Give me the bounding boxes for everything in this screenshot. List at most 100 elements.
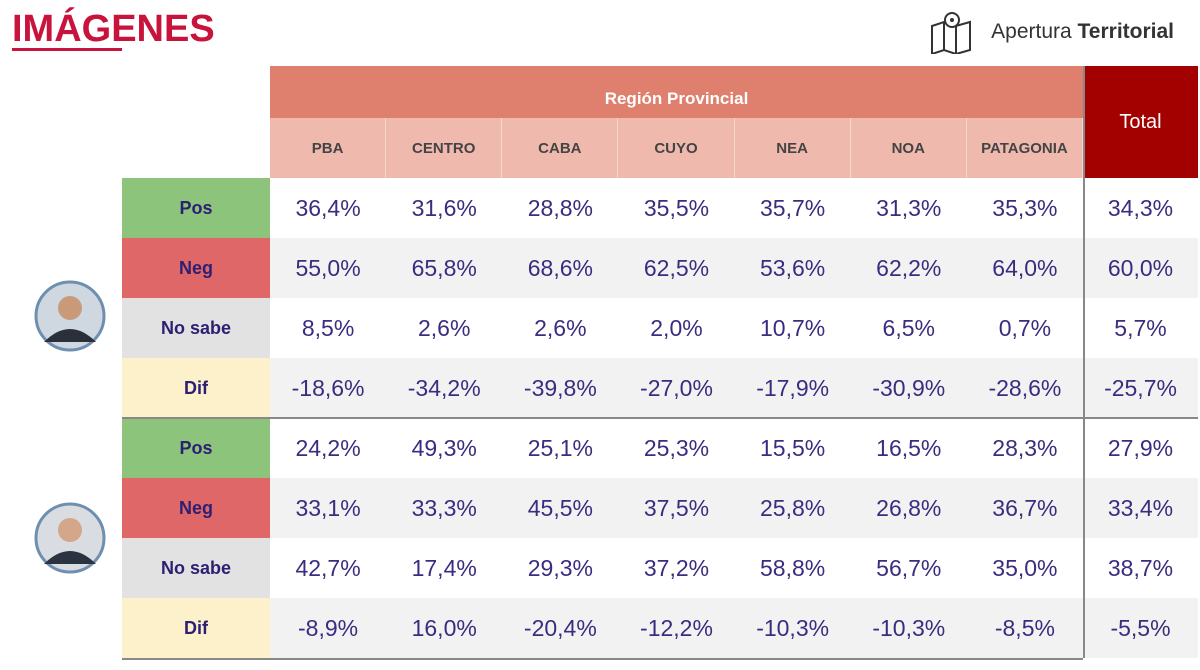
column-header: CABA	[502, 118, 619, 178]
cell: 45,5%	[527, 494, 593, 521]
cell: 16,5%	[876, 434, 942, 461]
title: IMÁGENES	[12, 8, 215, 50]
row-label: Neg	[122, 238, 270, 298]
cell: -8,9%	[298, 614, 359, 641]
column-header: CUYO	[618, 118, 735, 178]
cell: 33,4%	[1107, 494, 1174, 521]
column-header: CENTRO	[386, 118, 503, 178]
cell: 35,7%	[760, 194, 826, 221]
cell: -17,9%	[756, 374, 830, 401]
cell: 62,2%	[876, 254, 942, 281]
cell: -25,7%	[1104, 374, 1177, 401]
brand: Apertura Territorial	[991, 20, 1174, 44]
row-bg	[270, 478, 1198, 538]
cell: 26,8%	[876, 494, 942, 521]
cell: -20,4%	[523, 614, 597, 641]
cell: 37,5%	[643, 494, 710, 521]
brand-icon	[931, 12, 971, 54]
row-label: Neg	[122, 478, 270, 538]
cell: 35,5%	[643, 194, 710, 221]
row-bg	[270, 178, 1198, 238]
cell: 2,6%	[417, 314, 471, 341]
cell: -30,9%	[872, 374, 946, 401]
cell: 31,3%	[876, 194, 942, 221]
cell: 10,7%	[760, 314, 826, 341]
cell: 2,6%	[534, 314, 587, 341]
cell: 2,0%	[650, 314, 703, 341]
cell: -8,5%	[994, 614, 1055, 641]
cell: 33,1%	[295, 494, 361, 521]
cell: 37,2%	[643, 554, 710, 581]
cell: -28,6%	[988, 374, 1062, 401]
cell: 35,3%	[992, 194, 1058, 221]
total-header: Total	[1083, 66, 1198, 178]
cell: 55,0%	[295, 254, 361, 281]
row-label: Pos	[122, 418, 270, 478]
cell: 53,6%	[760, 254, 826, 281]
group-header: Región Provincial	[270, 66, 1083, 118]
row-label: Dif	[122, 358, 270, 418]
cell: -10,3%	[756, 614, 830, 641]
brand-light: Apertura	[991, 20, 1072, 43]
cell: -5,5%	[1110, 614, 1171, 641]
cell: 25,3%	[643, 434, 710, 461]
cell: 60,0%	[1107, 254, 1174, 281]
cell: 49,3%	[411, 434, 477, 461]
cell: 34,3%	[1107, 194, 1174, 221]
cell: 36,4%	[295, 194, 361, 221]
cell: 33,3%	[411, 494, 477, 521]
divider	[122, 658, 1083, 660]
cell: 6,5%	[882, 314, 935, 341]
cell: 56,7%	[876, 554, 942, 581]
row-bg	[270, 538, 1198, 598]
row-label: Pos	[122, 178, 270, 238]
cell: 27,9%	[1107, 434, 1174, 461]
cell: 0,7%	[998, 314, 1052, 341]
cell: 25,1%	[527, 434, 593, 461]
cell: 35,0%	[992, 554, 1058, 581]
cell: 64,0%	[992, 254, 1058, 281]
brand-bold: Territorial	[1077, 20, 1174, 43]
row-bg	[270, 238, 1198, 298]
title-underline	[12, 48, 122, 51]
column-header: NEA	[734, 118, 851, 178]
avatar	[34, 502, 106, 574]
row-label: No sabe	[122, 298, 270, 358]
cell: 68,6%	[527, 254, 593, 281]
avatar	[34, 280, 106, 352]
cell: 65,8%	[411, 254, 477, 281]
cell: -34,2%	[407, 374, 481, 401]
cell: 62,5%	[643, 254, 710, 281]
cell: 38,7%	[1107, 554, 1174, 581]
cell: -10,3%	[872, 614, 946, 641]
column-header: NOA	[850, 118, 967, 178]
cell: 36,7%	[992, 494, 1058, 521]
cell: 25,8%	[760, 494, 826, 521]
cell: 16,0%	[411, 614, 477, 641]
cell: 17,4%	[411, 554, 477, 581]
cell: 58,8%	[760, 554, 826, 581]
cell: 29,3%	[527, 554, 593, 581]
cell: 28,8%	[527, 194, 593, 221]
row-label: No sabe	[122, 538, 270, 598]
divider	[1083, 66, 1085, 658]
cell: -27,0%	[640, 374, 713, 401]
row-bg	[270, 598, 1198, 658]
cell: 31,6%	[411, 194, 477, 221]
cell: 15,5%	[760, 434, 826, 461]
column-header: PBA	[270, 118, 387, 178]
row-label: Dif	[122, 598, 270, 658]
cell: 28,3%	[992, 434, 1058, 461]
cell: 8,5%	[301, 314, 355, 341]
cell: 24,2%	[295, 434, 361, 461]
cell: -39,8%	[523, 374, 597, 401]
divider	[122, 417, 1198, 419]
cell: 42,7%	[295, 554, 361, 581]
column-header: PATAGONIA	[966, 118, 1083, 178]
row-bg	[270, 418, 1198, 478]
row-bg	[270, 358, 1198, 418]
cell: -12,2%	[640, 614, 713, 641]
row-bg	[270, 298, 1198, 358]
cell: -18,6%	[291, 374, 365, 401]
